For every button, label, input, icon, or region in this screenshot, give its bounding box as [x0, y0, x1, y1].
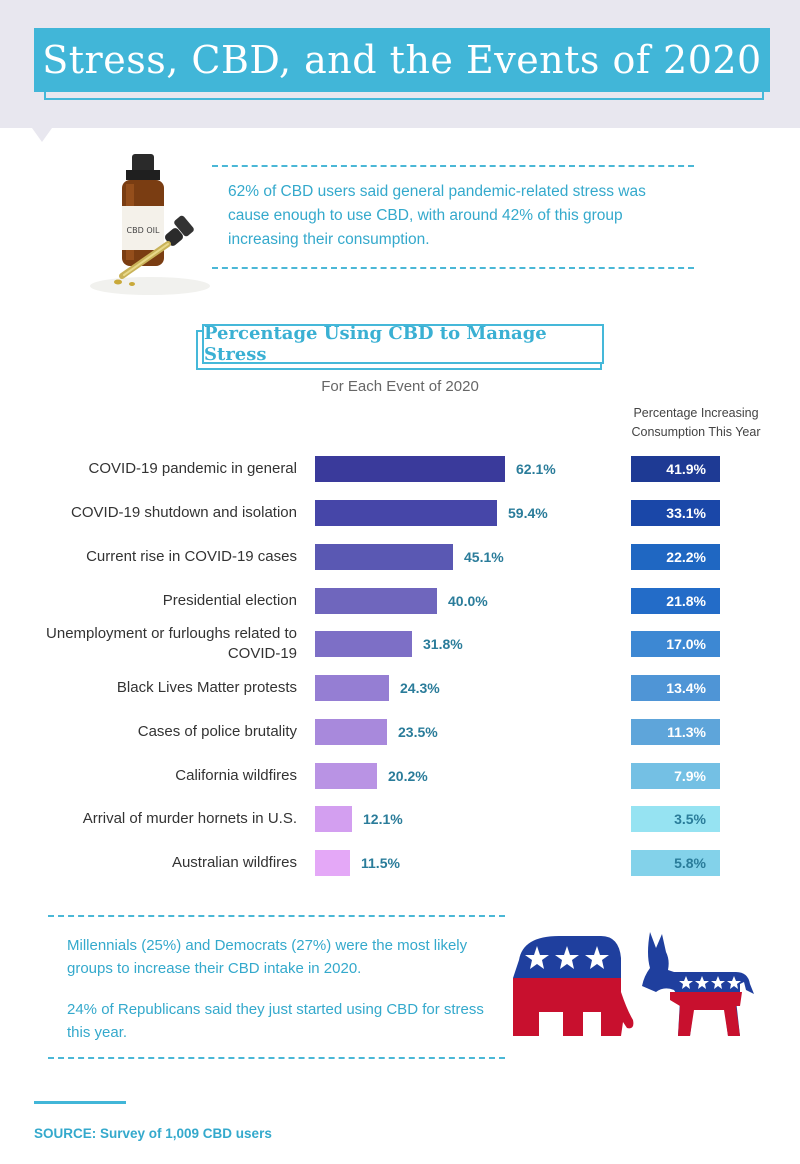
note-republicans: 24% of Republicans said they just starte… — [67, 1001, 484, 1041]
title-banner: Stress, CBD, and the Events of 2020 — [34, 28, 770, 92]
bottle-label: CBD OIL — [127, 226, 160, 235]
stress-bar — [315, 500, 497, 526]
stress-value-label: 59.4% — [508, 505, 548, 521]
category-label: Black Lives Matter protests — [116, 679, 297, 696]
consumption-value-box: 22.2% — [631, 544, 720, 570]
democrat-donkey-icon — [642, 932, 754, 1036]
stress-bar — [315, 850, 350, 876]
category-label: Cases of police brutality — [137, 723, 297, 740]
category-label: Presidential election — [162, 592, 297, 609]
consumption-value-box: 13.4% — [631, 675, 720, 701]
intro-top-divider — [212, 165, 694, 167]
category-label: California wildfires — [175, 767, 297, 784]
stress-bar — [315, 806, 352, 832]
stress-bar — [315, 631, 412, 657]
stress-value-label: 20.2% — [388, 768, 428, 784]
consumption-value-box: 21.8% — [631, 588, 720, 614]
consumption-value-box: 17.0% — [631, 631, 720, 657]
header-notch — [32, 128, 52, 142]
intro-bottom-divider — [212, 267, 694, 269]
stress-value-label: 23.5% — [398, 724, 438, 740]
stress-value-label: 62.1% — [516, 461, 556, 477]
stress-bar — [315, 456, 505, 482]
category-label: COVID-19 shutdown and isolation — [71, 504, 297, 521]
category-label: Australian wildfires — [171, 854, 297, 871]
consumption-value-box: 11.3% — [631, 719, 720, 745]
stress-value-label: 31.8% — [423, 636, 463, 652]
category-label: COVID-19 pandemic in general — [88, 460, 297, 477]
stress-value-label: 11.5% — [361, 855, 400, 871]
chart-title-box: Percentage Using CBD to Manage Stress — [202, 323, 604, 365]
stress-bar — [315, 763, 377, 789]
stress-value-label: 24.3% — [400, 680, 440, 696]
source-note: SOURCE: Survey of 1,009 CBD users — [34, 1126, 272, 1141]
category-label: Unemployment or furloughs related to COV… — [46, 625, 297, 662]
page-title: Stress, CBD, and the Events of 2020 — [42, 38, 762, 82]
chart-title: Percentage Using CBD to Manage Stress — [204, 323, 547, 365]
stress-value-label: 12.1% — [363, 811, 403, 827]
consumption-value-box: 33.1% — [631, 500, 720, 526]
stress-bar — [315, 544, 453, 570]
consumption-column-header: Percentage Increasing Consumption This Y… — [631, 406, 761, 439]
notes-top-divider — [48, 915, 505, 917]
intro-text: 62% of CBD users said general pandemic-r… — [228, 183, 646, 248]
consumption-value-box: 3.5% — [631, 806, 720, 832]
category-label: Current rise in COVID-19 cases — [86, 548, 297, 565]
stress-bar — [315, 719, 387, 745]
chart-subtitle: For Each Event of 2020 — [321, 378, 479, 395]
stress-value-label: 40.0% — [448, 593, 488, 609]
stress-value-label: 45.1% — [464, 549, 504, 565]
consumption-value-box: 5.8% — [631, 850, 720, 876]
consumption-value-box: 41.9% — [631, 456, 720, 482]
note-millennials-democrats: Millennials (25%) and Democrats (27%) we… — [67, 937, 468, 977]
category-label: Arrival of murder hornets in U.S. — [82, 810, 297, 827]
stress-bar — [315, 588, 437, 614]
republican-elephant-icon — [513, 936, 634, 1036]
source-divider — [34, 1101, 126, 1104]
cbd-oil-bottle-icon: CBD OIL — [90, 154, 210, 295]
consumption-value-box: 7.9% — [631, 763, 720, 789]
notes-bottom-divider — [48, 1057, 505, 1059]
stress-bar — [315, 675, 389, 701]
